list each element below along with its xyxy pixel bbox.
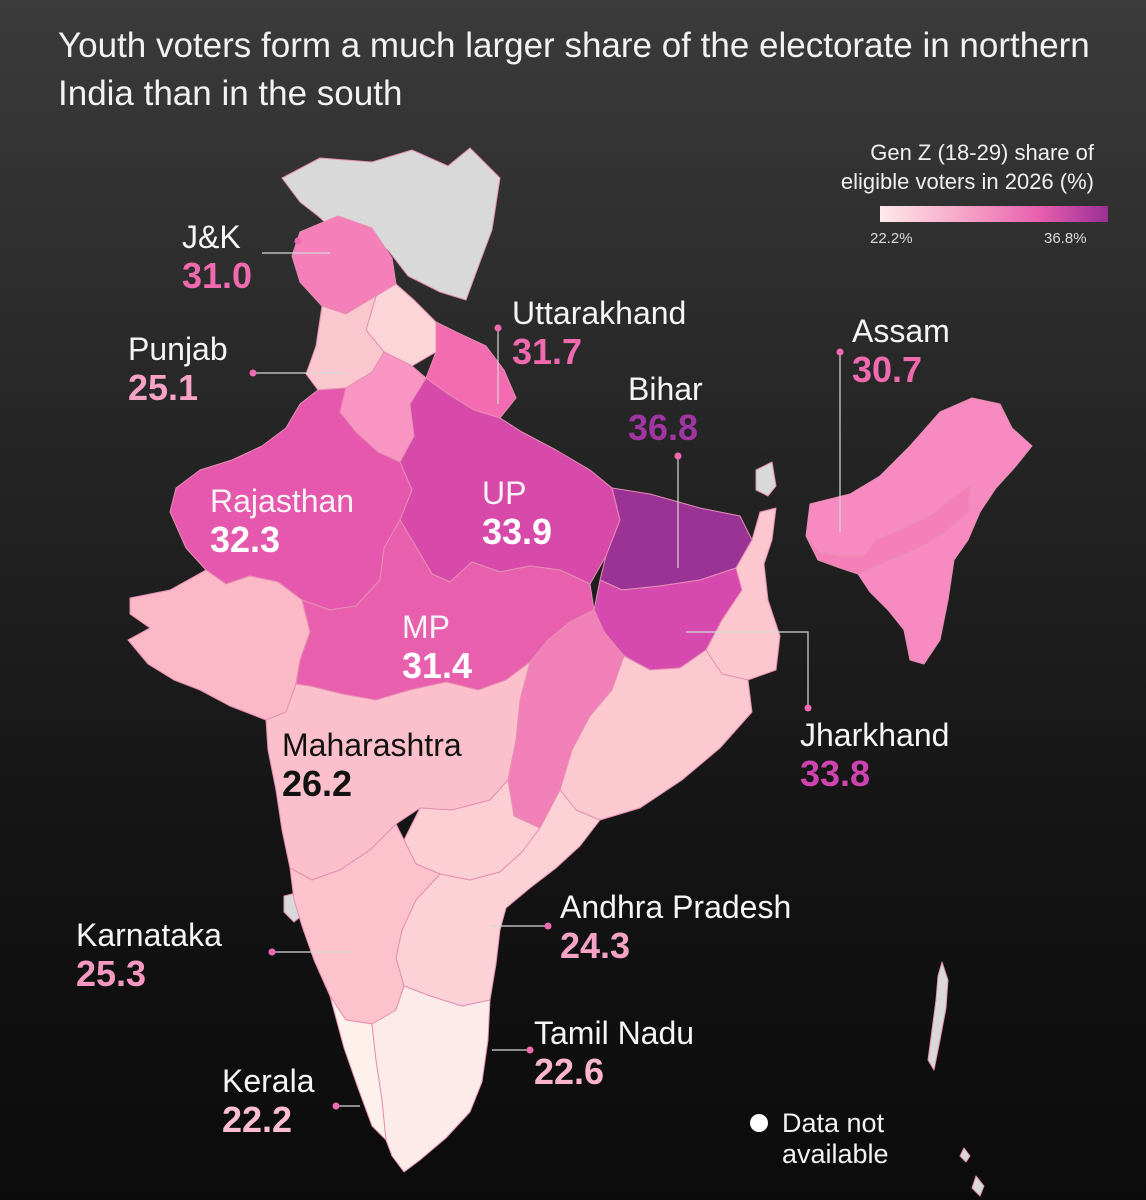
state-bengal xyxy=(705,507,781,681)
label-bihar: Bihar 36.8 xyxy=(628,370,703,448)
legend-title-line1: Gen Z (18-29) share of xyxy=(870,140,1094,165)
leader-dot-jharkhand xyxy=(804,704,812,712)
label-uttarakhand-name: Uttarakhand xyxy=(512,295,687,331)
label-jharkhand-name: Jharkhand xyxy=(800,717,950,753)
leader-dot-assam xyxy=(836,348,844,356)
label-jk: J&K 31.0 xyxy=(182,218,252,296)
label-maharashtra-name: Maharashtra xyxy=(282,727,462,763)
label-punjab-value: 25.1 xyxy=(128,367,199,408)
label-tamilnadu-value: 22.6 xyxy=(534,1051,605,1092)
label-karnataka-name: Karnataka xyxy=(76,917,222,953)
label-maharashtra-value: 26.2 xyxy=(282,763,353,804)
label-up: UP 33.9 xyxy=(482,474,552,552)
label-karnataka: Karnataka 25.3 xyxy=(76,916,222,994)
islands-andaman xyxy=(927,961,949,1071)
legend-min-label: 22.2% xyxy=(870,230,913,247)
islands-nicobar-2 xyxy=(971,1175,985,1197)
label-uttarakhand-value: 31.7 xyxy=(512,331,583,372)
islands-nicobar-1 xyxy=(959,1147,971,1163)
no-data-dot-icon xyxy=(750,1114,768,1132)
no-data-label-line1: Data not xyxy=(782,1108,885,1138)
no-data-label-line2: available xyxy=(782,1139,889,1169)
leader-dot-karnataka xyxy=(268,948,276,956)
map-title: Youth voters form a much larger share of… xyxy=(58,26,1090,113)
label-assam-value: 30.7 xyxy=(852,349,923,390)
label-rajasthan-value: 32.3 xyxy=(210,519,281,560)
label-andhra-name: Andhra Pradesh xyxy=(560,889,792,925)
state-tamilnadu xyxy=(371,985,491,1173)
label-mp: MP 31.4 xyxy=(402,608,472,686)
leader-dot-bihar xyxy=(674,452,682,460)
leader-dot-tamilnadu xyxy=(526,1046,534,1054)
label-kerala-value: 22.2 xyxy=(222,1099,293,1140)
leader-dot-uttarakhand xyxy=(494,324,502,332)
label-tamilnadu: Tamil Nadu 22.6 xyxy=(534,1014,694,1092)
leader-dot-kerala xyxy=(332,1102,340,1110)
leader-dot-andhra xyxy=(544,922,552,930)
label-uttarakhand: Uttarakhand 31.7 xyxy=(512,294,686,372)
label-mp-value: 31.4 xyxy=(402,645,473,686)
label-kerala-name: Kerala xyxy=(222,1063,315,1099)
label-up-value: 33.9 xyxy=(482,511,553,552)
label-maharashtra: Maharashtra 26.2 xyxy=(282,726,462,804)
label-punjab-name: Punjab xyxy=(128,331,228,367)
legend-gradient-bar xyxy=(880,206,1108,222)
label-jharkhand: Jharkhand 33.8 xyxy=(800,716,949,794)
label-jk-name: J&K xyxy=(182,219,241,255)
label-karnataka-value: 25.3 xyxy=(76,953,147,994)
state-no-data-sikkim xyxy=(755,461,777,497)
label-up-name: UP xyxy=(482,475,527,511)
label-andhra: Andhra Pradesh 24.3 xyxy=(560,888,791,966)
leader-dot-punjab xyxy=(249,369,257,377)
label-rajasthan: Rajasthan 32.3 xyxy=(210,482,354,560)
state-assam xyxy=(805,485,971,575)
label-rajasthan-name: Rajasthan xyxy=(210,483,355,519)
legend-title-line2: eligible voters in 2026 (%) xyxy=(840,169,1094,194)
label-jk-value: 31.0 xyxy=(182,255,253,296)
label-bihar-value: 36.8 xyxy=(628,407,699,448)
label-bihar-name: Bihar xyxy=(628,371,703,407)
label-tamilnadu-name: Tamil Nadu xyxy=(534,1015,695,1051)
label-kerala: Kerala 22.2 xyxy=(222,1062,315,1140)
leader-jharkhand xyxy=(686,631,809,708)
state-gujarat xyxy=(127,569,311,721)
label-assam: Assam 30.7 xyxy=(852,312,950,390)
color-legend: Gen Z (18-29) share of eligible voters i… xyxy=(754,138,1108,247)
label-andhra-value: 24.3 xyxy=(560,925,631,966)
label-punjab: Punjab 25.1 xyxy=(128,330,228,408)
legend-max-label: 36.8% xyxy=(1044,230,1087,247)
state-karnataka xyxy=(289,823,441,1025)
label-jharkhand-value: 33.8 xyxy=(800,753,871,794)
label-mp-name: MP xyxy=(402,609,450,645)
state-odisha xyxy=(559,649,753,821)
label-assam-name: Assam xyxy=(852,313,950,349)
leader-dot-jk xyxy=(294,237,302,245)
